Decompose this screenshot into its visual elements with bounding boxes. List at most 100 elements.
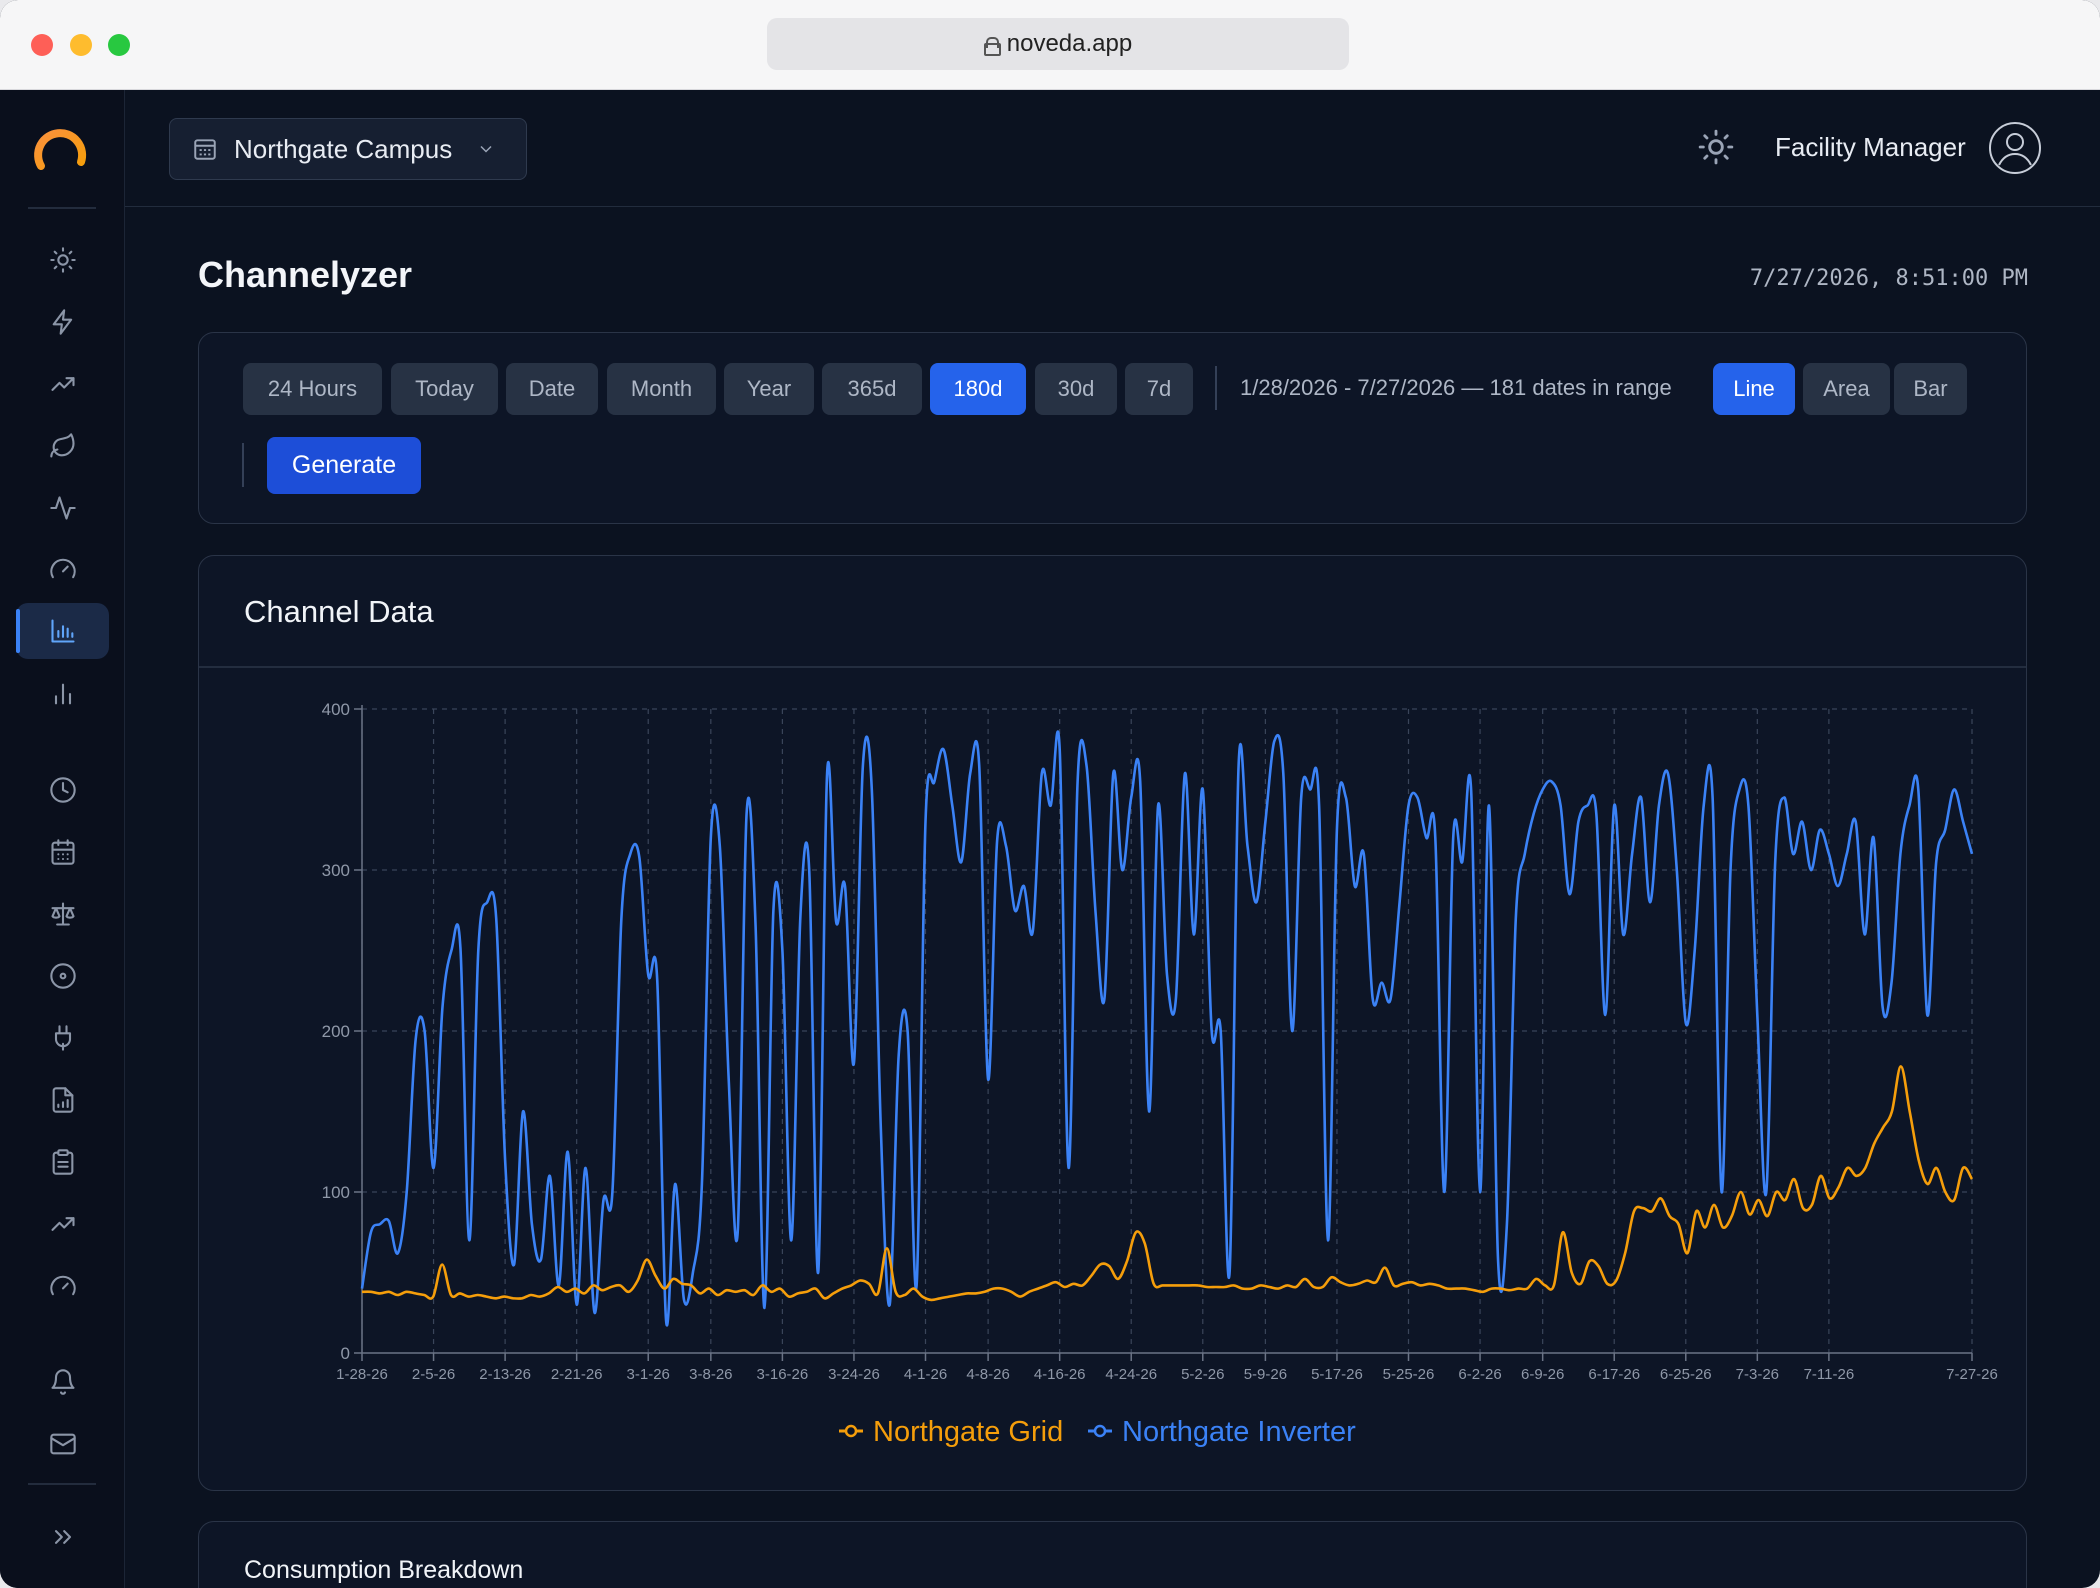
chart-type-bar[interactable]: Bar	[1894, 363, 1967, 415]
x-tick-label: 4-1-26	[904, 1366, 947, 1383]
app-logo	[34, 129, 87, 170]
sidebar-item-mail[interactable]	[16, 1416, 109, 1472]
range-button-24-hours[interactable]: 24 Hours	[243, 363, 382, 415]
range-button-year[interactable]: Year	[724, 363, 814, 415]
x-tick-label: 5-17-26	[1311, 1366, 1363, 1383]
channel-chart: 0 100 200 300 400 1-28-26 2-5-26 2-13-26 2-21-26…	[322, 700, 1998, 1448]
x-tick-label: 4-8-26	[966, 1366, 1009, 1383]
legend-swatch-marker	[1093, 1424, 1107, 1438]
consumption-breakdown-card: Consumption Breakdown	[198, 1521, 2027, 1588]
user-name: Facility Manager	[1775, 132, 1966, 162]
sidebar-item-clipboard[interactable]	[16, 1134, 109, 1190]
chevron-down-icon	[480, 145, 492, 153]
disc-icon	[49, 963, 76, 989]
y-tick-label: 100	[322, 1183, 350, 1202]
lock-icon	[983, 36, 1001, 56]
range-button-180d[interactable]: 180d	[930, 363, 1026, 415]
user-circle-icon	[1989, 122, 2041, 174]
sidebar-expand-button[interactable]	[16, 1509, 109, 1565]
range-button-7d[interactable]: 7d	[1125, 363, 1193, 415]
sidebar-item-bar-chart-2[interactable]	[16, 666, 109, 722]
sidebar-item-trending-up[interactable]	[16, 356, 109, 412]
bell-icon	[50, 1369, 75, 1395]
page-title: Channelyzer	[198, 254, 413, 295]
range-button-30d[interactable]: 30d	[1035, 363, 1117, 415]
range-button-month[interactable]: Month	[607, 363, 716, 415]
y-tick-label: 200	[322, 1022, 350, 1041]
gauge-icon	[49, 558, 76, 579]
date-range-summary: 1/28/2026 - 7/27/2026 — 181 dates in ran…	[1240, 375, 1672, 400]
top-header: Northgate Campus Facility Manager	[125, 90, 2100, 207]
sidebar-item-leaf[interactable]	[16, 418, 109, 474]
sidebar-item-scale[interactable]	[16, 886, 109, 942]
x-tick-label: 4-16-26	[1034, 1366, 1086, 1383]
sidebar-item-clock[interactable]	[16, 762, 109, 818]
range-button-today[interactable]: Today	[391, 363, 498, 415]
activity-icon	[49, 496, 76, 520]
url-text: noveda.app	[1006, 30, 1133, 57]
sidebar-item-disc[interactable]	[16, 948, 109, 1004]
x-tick-label: 7-3-26	[1736, 1366, 1779, 1383]
range-button-365d[interactable]: 365d	[822, 363, 922, 415]
clipboard-icon	[52, 1149, 73, 1175]
address-bar[interactable]: noveda.app	[767, 18, 1349, 70]
trending-up-icon	[50, 377, 75, 391]
sidebar-divider	[28, 207, 96, 209]
range-button-date[interactable]: Date	[506, 363, 598, 415]
control-divider	[242, 443, 244, 487]
campus-name: Northgate Campus	[234, 133, 453, 164]
sidebar-item-bar-chart[interactable]	[16, 603, 109, 659]
x-tick-label: 6-25-26	[1660, 1366, 1712, 1383]
controls-panel	[198, 332, 2027, 524]
sidebar-item-gauge[interactable]	[16, 1258, 109, 1314]
x-tick-label: 5-9-26	[1244, 1366, 1287, 1383]
y-tick-label: 0	[341, 1344, 350, 1363]
close-window-button[interactable]	[31, 34, 53, 56]
scale-icon	[50, 902, 75, 926]
legend-label: Northgate Grid	[873, 1416, 1063, 1448]
y-tick-label: 400	[322, 700, 350, 719]
x-tick-label: 2-13-26	[479, 1366, 531, 1383]
series-line-northgate-inverter	[360, 730, 1974, 1327]
sidebar-item-trending-up[interactable]	[16, 1196, 109, 1252]
sidebar-item-file-chart[interactable]	[16, 1072, 109, 1128]
bar-chart-icon	[50, 619, 75, 643]
user-avatar-button[interactable]	[1988, 121, 2042, 175]
channel-data-card: Channel Data 0 100 200 300 400 1-28-26 2-5-26 2…	[198, 555, 2027, 1491]
legend-swatch-marker	[844, 1424, 858, 1438]
x-tick-label: 1-28-26	[336, 1366, 388, 1383]
y-tick-label: 300	[322, 861, 350, 880]
campus-selector[interactable]: Northgate Campus	[169, 118, 527, 180]
x-tick-label: 4-24-26	[1105, 1366, 1157, 1383]
chart-type-line[interactable]: Line	[1713, 363, 1795, 415]
card-divider	[199, 666, 2026, 668]
sidebar-item-zap[interactable]	[16, 294, 109, 350]
timestamp: 7/27/2026, 8:51:00 PM	[1749, 266, 2028, 291]
x-tick-label: 5-2-26	[1181, 1366, 1224, 1383]
browser-chrome: noveda.app	[0, 0, 2100, 90]
chevrons-right-icon	[54, 1530, 71, 1544]
calendar-icon	[50, 839, 75, 865]
consumption-breakdown-title: Consumption Breakdown	[244, 1556, 524, 1584]
sidebar-item-calendar[interactable]	[16, 824, 109, 880]
x-tick-label: 3-8-26	[689, 1366, 732, 1383]
sidebar-item-sun[interactable]	[16, 232, 109, 288]
sidebar-item-bell[interactable]	[16, 1354, 109, 1410]
control-divider	[1215, 366, 1217, 410]
sidebar-item-activity[interactable]	[16, 480, 109, 536]
chart-title: Channel Data	[244, 594, 434, 629]
gauge-icon	[49, 1275, 76, 1296]
x-tick-label: 3-24-26	[828, 1366, 880, 1383]
generate-button[interactable]: Generate	[267, 437, 421, 494]
sidebar-item-gauge[interactable]	[16, 541, 109, 597]
x-tick-label: 6-2-26	[1458, 1366, 1501, 1383]
x-tick-label: 2-5-26	[412, 1366, 455, 1383]
chart-type-area[interactable]: Area	[1803, 363, 1890, 415]
legend-label: Northgate Inverter	[1122, 1416, 1356, 1448]
maximize-window-button[interactable]	[108, 34, 130, 56]
theme-toggle-button[interactable]	[1697, 128, 1735, 166]
bar-chart-2-icon	[54, 683, 71, 705]
sidebar-item-plug[interactable]	[16, 1010, 109, 1066]
minimize-window-button[interactable]	[70, 34, 92, 56]
